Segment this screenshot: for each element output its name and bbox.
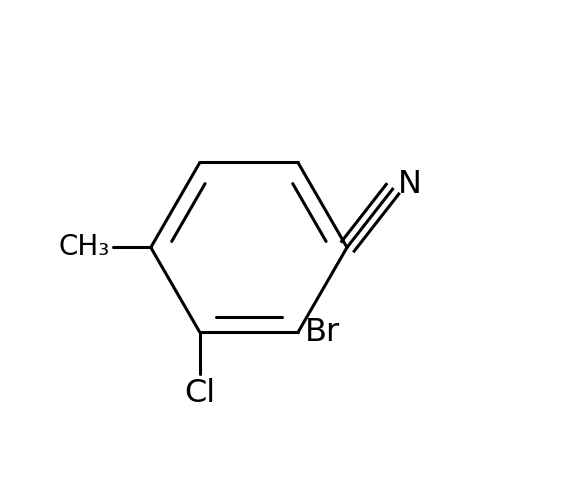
- Text: N: N: [398, 170, 422, 200]
- Text: Br: Br: [305, 317, 340, 348]
- Text: Cl: Cl: [184, 378, 215, 410]
- Text: CH₃: CH₃: [58, 233, 109, 262]
